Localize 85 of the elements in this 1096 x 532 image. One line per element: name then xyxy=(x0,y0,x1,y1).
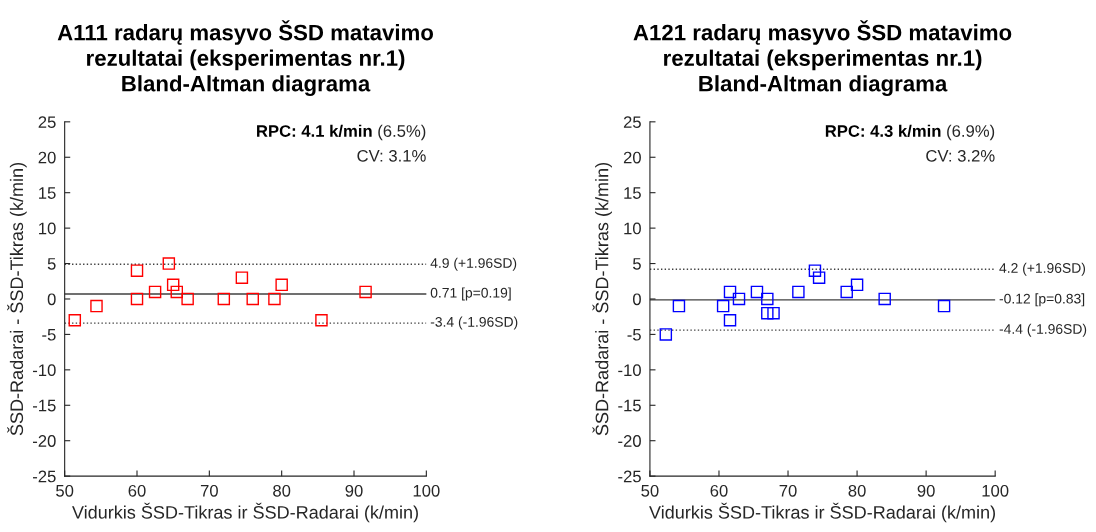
y-tick-label: 0 xyxy=(632,293,641,306)
x-tick-label: 100 xyxy=(413,484,440,497)
y-tick-label: 25 xyxy=(38,116,56,129)
y-tick-label: 20 xyxy=(38,151,56,164)
point xyxy=(130,292,144,306)
point xyxy=(170,285,184,299)
y-tick-label: -10 xyxy=(618,364,641,377)
annotation: RPC: 4.3 k/min xyxy=(825,124,941,138)
point xyxy=(659,328,673,341)
y-tick-label: -10 xyxy=(32,364,56,377)
point xyxy=(217,292,231,306)
chart-title: A111 radarų masyvo ŠSD matavimo rezultatai (eksperimentas nr.1) Bland-Altman diagrama xyxy=(57,20,434,96)
point xyxy=(716,299,730,313)
y-tick-label: 0 xyxy=(47,293,56,306)
y-tick-label: 10 xyxy=(39,222,56,235)
annotation: (6.9%) xyxy=(947,124,995,141)
x-tick-label: 60 xyxy=(128,484,146,497)
y-tick-label: 10 xyxy=(624,222,641,235)
point xyxy=(359,285,372,299)
point xyxy=(275,278,288,292)
y-tick-label: -5 xyxy=(42,328,56,341)
annotation: CV: 3.1% xyxy=(357,149,426,162)
y-tick-label: 5 xyxy=(632,258,641,270)
point xyxy=(937,299,951,313)
point xyxy=(878,292,891,306)
y-tick-label: -20 xyxy=(32,435,56,447)
x-tick-label: 90 xyxy=(345,484,363,497)
x-axis-title: Vidurkis ŠSD-Tikras ir ŠSD-Radarai (k/min) xyxy=(649,502,995,523)
y-axis-title: ŠSD-Radarai - ŠSD-Tikras (k/min) xyxy=(7,163,27,436)
x-tick-label: 50 xyxy=(56,484,74,497)
y-tick-label: -5 xyxy=(627,328,641,341)
x-tick-label: 100 xyxy=(982,484,1009,497)
x-tick-label: 90 xyxy=(917,484,935,497)
point xyxy=(850,278,864,292)
point xyxy=(162,257,176,270)
point xyxy=(235,271,249,284)
point xyxy=(750,285,764,299)
y-axis-title: ŠSD-Radarai - ŠSD-Tikras (k/min) xyxy=(592,163,612,436)
point xyxy=(723,285,737,299)
x-axis-title: Vidurkis ŠSD-Tikras ir ŠSD-Radarai (k/min) xyxy=(72,502,418,523)
point xyxy=(761,292,774,306)
point xyxy=(90,299,103,313)
x-tick-label: 70 xyxy=(200,484,218,497)
point xyxy=(761,306,774,320)
ref-line-label: 4.2 (+1.96SD) xyxy=(999,262,1086,276)
ref-line-label: -0.12 [p=0.83] xyxy=(999,293,1085,307)
y-tick-label: 15 xyxy=(624,187,641,199)
y-tick-label: 20 xyxy=(623,151,641,164)
y-tick-label: 5 xyxy=(47,258,56,270)
annotation: CV: 3.2% xyxy=(926,149,995,162)
point xyxy=(808,264,822,277)
x-tick-label: 80 xyxy=(273,484,291,497)
y-tick-label: -20 xyxy=(618,435,641,447)
point xyxy=(130,264,144,277)
y-tick-label: -15 xyxy=(618,399,641,412)
point xyxy=(181,292,194,306)
point xyxy=(732,292,746,306)
point xyxy=(268,292,281,306)
x-tick-label: 70 xyxy=(779,484,797,497)
x-tick-label: 60 xyxy=(710,484,728,497)
y-tick-label: -25 xyxy=(618,470,641,483)
ref-line-label: 0.71 [p=0.19] xyxy=(430,287,511,301)
annotation: RPC: 4.1 k/min xyxy=(257,124,372,138)
point xyxy=(672,299,686,313)
point xyxy=(166,278,180,292)
point xyxy=(315,313,328,327)
point xyxy=(767,306,780,320)
point xyxy=(792,285,805,299)
point xyxy=(840,285,853,299)
ref-line-label: -3.4 (-1.96SD) xyxy=(430,316,518,330)
point xyxy=(148,285,162,299)
x-tick-label: 50 xyxy=(641,484,659,497)
ref-line-label: 4.9 (+1.96SD) xyxy=(430,257,517,271)
point xyxy=(723,313,737,327)
point xyxy=(246,292,259,306)
chart-title: A121 radarų masyvo ŠSD matavimo rezultatai (eksperimentas nr.1) Bland-Altman diagrama xyxy=(633,20,1012,96)
annotation: (6.5%) xyxy=(378,124,426,141)
point xyxy=(68,313,82,327)
y-tick-label: -25 xyxy=(32,470,56,483)
point xyxy=(812,271,826,284)
y-tick-label: 25 xyxy=(623,116,641,129)
ref-line-label: -4.4 (-1.96SD) xyxy=(999,323,1087,337)
y-tick-label: 15 xyxy=(39,187,56,199)
x-tick-label: 80 xyxy=(848,484,866,497)
y-tick-label: -15 xyxy=(32,399,56,412)
